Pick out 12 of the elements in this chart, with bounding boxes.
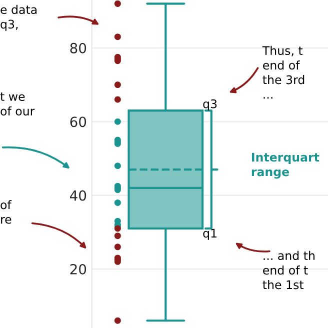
y-tick-label: 40	[70, 190, 86, 201]
y-tick-label: 80	[70, 42, 86, 54]
text: t we of our	[0, 92, 35, 116]
y-tick-label: 20	[70, 264, 86, 275]
annotation: q1	[203, 228, 216, 240]
text: of re	[0, 200, 12, 224]
y-tick-label: 60	[70, 116, 86, 128]
annotation: ... and th end of t the 1st	[262, 250, 314, 290]
annotation: Interquart range	[252, 152, 320, 179]
annotation: Thus, t end of the 3rd ...	[262, 46, 304, 99]
text: e data q3,	[0, 4, 37, 31]
annotation: q3	[203, 99, 217, 111]
